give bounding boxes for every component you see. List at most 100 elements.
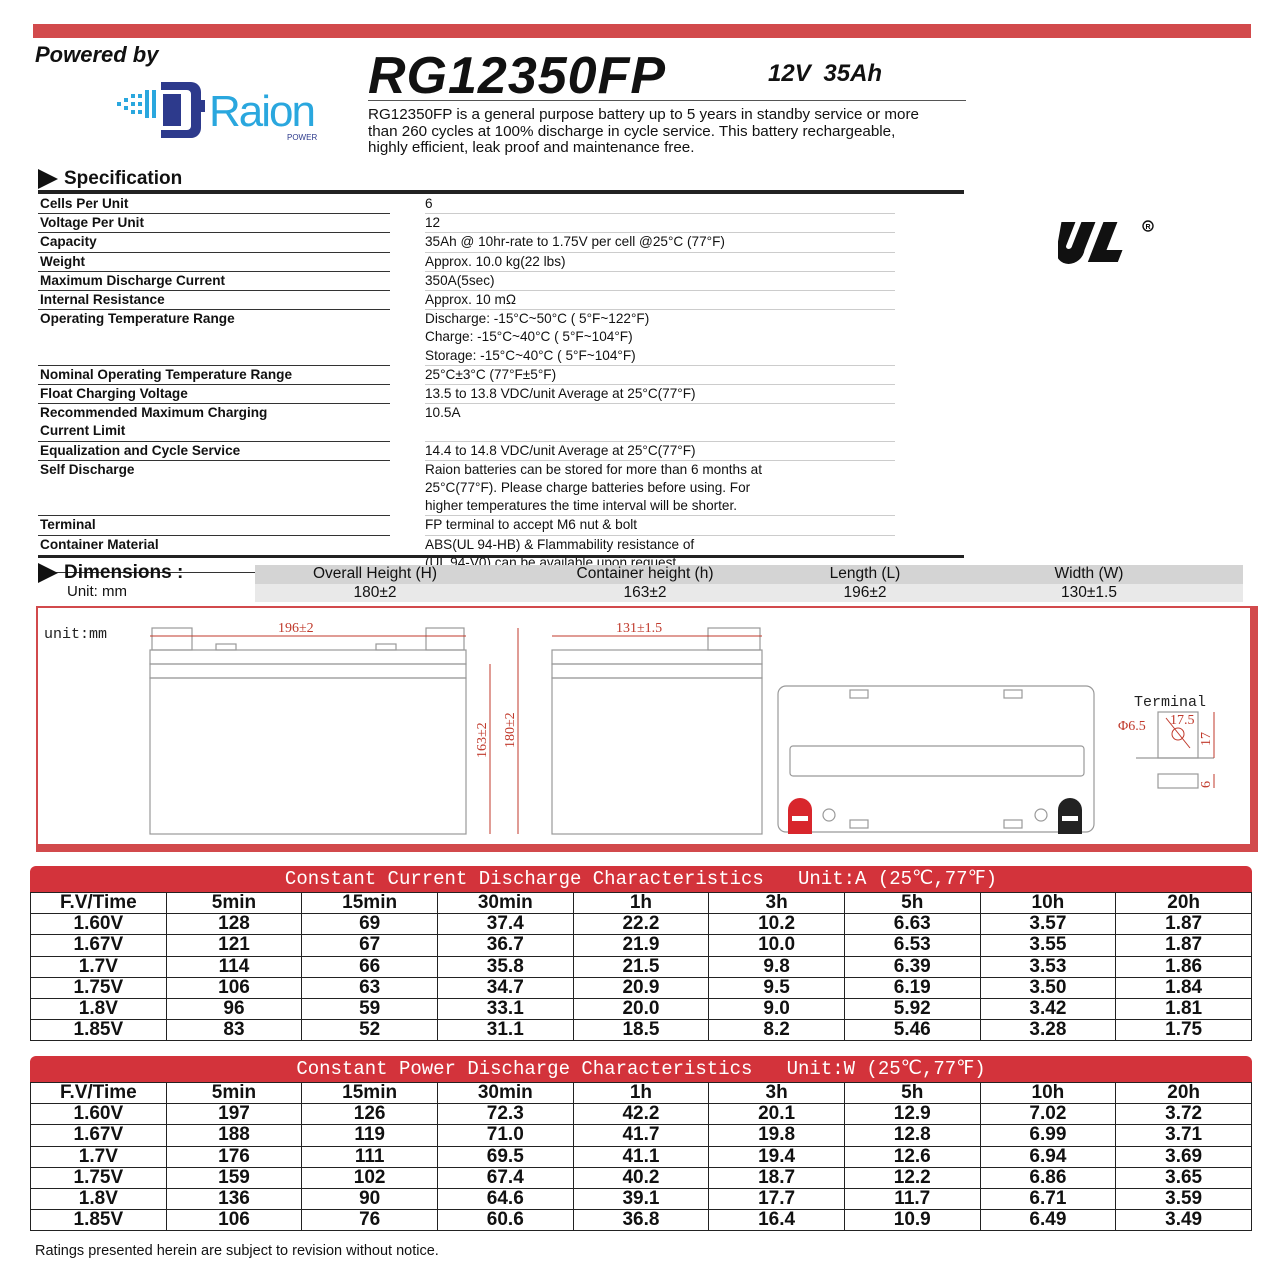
dimensions-table: Overall Height (H) Container height (h) … [255,565,1243,602]
spec-value-line: 35Ah @ 10hr-rate to 1.75V per cell @25°C… [425,234,725,250]
spec-value-line: FP terminal to accept M6 nut & bolt [425,517,638,533]
dim-value: 196±2 [843,583,887,601]
spec-label: Capacity [38,233,390,253]
spec-row: Internal Resistance Approx. 10 mΩ [38,291,964,311]
model-title: RG12350FP [368,47,667,105]
column-header: 10h [979,1081,1117,1105]
table-cell: 1.85V [30,1019,167,1042]
specification-title: Specification [64,168,183,189]
table-row: 1.85V 106 76 60.6 36.8 16.4 10.9 6.49 3.49 [30,1209,1252,1232]
spec-label-line: Nominal Operating Temperature Range [40,366,293,382]
table-row: 1.8V 136 90 64.6 39.1 17.7 11.7 6.71 3.59 [30,1187,1252,1211]
spec-row: Self Discharge Raion batteries can be sto… [38,461,964,517]
spec-value: Discharge: -15°C~50°C ( 5°F~122°F) Charge… [425,310,895,366]
table-cell: 40.2 [572,1166,710,1189]
column-header: 30min [436,1081,574,1105]
table-cell: 1.75V [30,976,167,999]
column-header: 20h [1115,891,1252,915]
table-cell: 111 [301,1145,438,1168]
spec-label-line: Cells Per Unit [40,196,129,211]
table-cell: 35.8 [436,955,574,978]
constant-power-table: Constant Power Discharge Characteristics… [30,1056,1252,1232]
column-header: 15min [301,891,438,915]
top-accent-bar [33,24,1251,38]
spec-row: Voltage Per Unit 12 [38,214,964,234]
table-cell: 31.1 [436,1019,574,1042]
dimension-drawing: unit:mm [36,606,1258,852]
column-header: 20h [1115,1081,1252,1105]
spec-label: Internal Resistance [38,291,390,311]
table-cell: 20.0 [572,997,710,1021]
width-dimension: 131±1.5 [616,621,662,636]
spec-value-line: 13.5 to 13.8 VDC/unit Average at 25°C(77… [425,386,696,402]
column-header: 5min [165,1081,303,1105]
table-cell: 96 [165,997,303,1021]
spec-label: Operating Temperature Range [38,310,390,366]
length-dimension: 196±2 [278,621,314,636]
spec-label: Voltage Per Unit [38,214,390,234]
spec-label-line: Terminal [40,517,96,533]
table-cell: 71.0 [436,1124,574,1147]
table-cell: 41.7 [572,1124,710,1147]
table-cell: 136 [165,1187,303,1211]
table-cell: 90 [301,1187,438,1211]
table-cell: 3.59 [1115,1187,1252,1211]
column-header: 5min [165,891,303,915]
container-height-dimension: 163±2 [475,722,490,758]
spec-value: FP terminal to accept M6 nut & bolt [425,516,895,536]
spec-value-line: 14.4 to 14.8 VDC/unit Average at 25°C(77… [425,442,696,458]
table-row: 1.7V 176 111 69.5 41.1 19.4 12.6 6.94 3.69 [30,1145,1252,1168]
table-cell: 16.4 [708,1209,845,1232]
spec-row: Nominal Operating Temperature Range 25°C±… [38,366,964,386]
spec-label-line: Operating Temperature Range [40,311,235,327]
dim-header: Length (L) [829,565,901,583]
table-cell: 20.9 [572,976,710,999]
column-header: 30min [436,891,574,915]
constant-current-table: Constant Current Discharge Characteristi… [30,866,1252,1042]
overall-height-dimension: 180±2 [503,712,518,748]
spec-row: Operating Temperature Range Discharge: -1… [38,310,964,366]
table-cell: 197 [165,1103,303,1126]
table-cell: 3.50 [979,976,1117,999]
terminal-title: Terminal [1134,694,1206,711]
column-header: F.V/Time [30,1081,167,1105]
table-cell: 1.87 [1115,934,1252,957]
raion-logo: Raion POWER [117,82,317,142]
table-cell: 41.1 [572,1145,710,1168]
spec-label: Equalization and Cycle Service [38,442,390,461]
dimensions-title: Dimensions : [64,562,184,583]
table-cell: 8.2 [708,1019,845,1042]
spec-value-line: 6 [425,196,433,211]
terminal-width: 17.5 [1170,713,1195,728]
spec-value: 14.4 to 14.8 VDC/unit Average at 25°C(77… [425,442,895,461]
spec-value: 13.5 to 13.8 VDC/unit Average at 25°C(77… [425,385,895,405]
spec-label: Recommended Maximum Charging Current Limi… [38,404,390,442]
spec-label-line: Weight [40,253,86,269]
spec-row: Weight Approx. 10.0 kg(22 lbs) [38,253,964,272]
dim-header: Width (W) [1054,565,1124,583]
spec-label: Self Discharge [38,461,390,517]
table-cell: 9.8 [708,955,845,978]
table-row: 1.60V 128 69 37.4 22.2 10.2 6.63 3.57 1.87 [30,913,1252,936]
table-header-row: F.V/Time 5min 15min 30min 1h 3h 5h 10h 20h [30,891,1252,915]
table-cell: 34.7 [436,976,574,999]
table-cell: 1.75V [30,1166,167,1189]
spec-label-line: Recommended Maximum Charging [40,405,268,421]
table-cell: 19.8 [708,1124,845,1147]
table-cell: 6.71 [979,1187,1117,1211]
column-header: 5h [843,1081,981,1105]
table-cell: 10.2 [708,913,845,936]
description: RG12350FP is a general purpose battery u… [368,106,919,156]
dim-header: Container height (h) [576,565,714,583]
spec-divider [38,190,964,194]
table-cell: 33.1 [436,997,574,1021]
table-cell: 6.86 [979,1166,1117,1189]
spec-label-line: Maximum Discharge Current [40,272,226,288]
table-cell: 106 [165,1209,303,1232]
table-cell: 69 [301,913,438,936]
spec-label-line: Equalization and Cycle Service [40,442,241,458]
constant-power-title: Constant Power Discharge Characteristics… [30,1056,1252,1082]
table-cell: 3.53 [979,955,1117,978]
powered-by-label: Powered by [35,42,159,67]
spec-value-line: Approx. 10.0 kg(22 lbs) [425,253,566,269]
